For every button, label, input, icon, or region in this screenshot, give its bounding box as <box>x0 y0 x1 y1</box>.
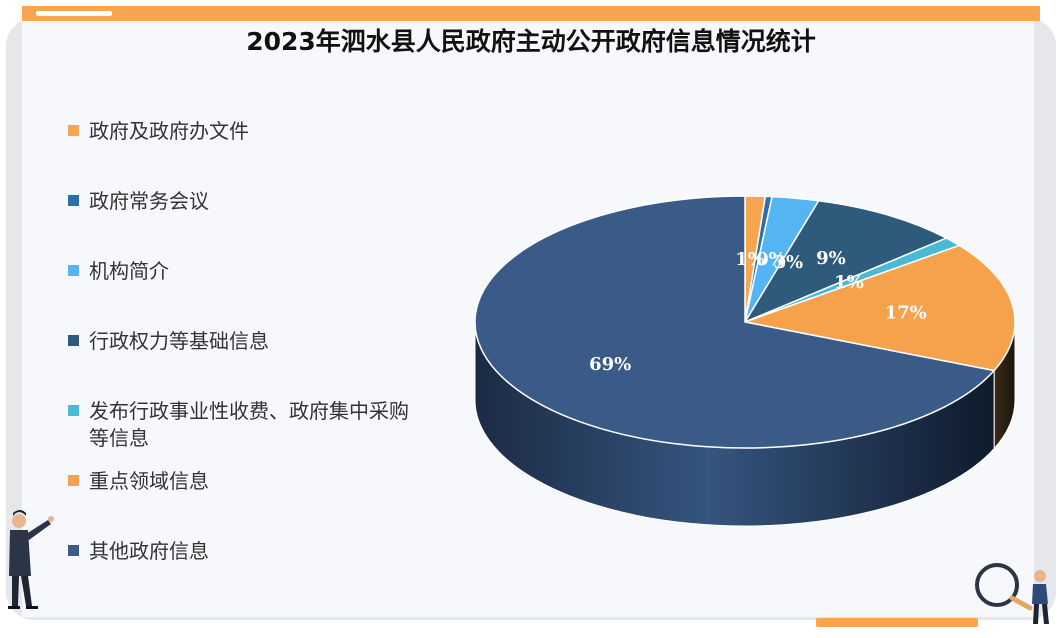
legend-item: 机构简介 <box>68 258 428 285</box>
legend-label: 其他政府信息 <box>89 539 209 563</box>
legend-item: 政府及政府办文件 <box>68 118 428 145</box>
person-pointing-illustration <box>8 510 54 609</box>
pie-slice <box>743 199 949 324</box>
legend-swatch <box>68 125 79 136</box>
legend-swatch <box>68 265 79 276</box>
legend-item: 行政权力等基础信息 <box>68 328 428 355</box>
legend-swatch <box>68 545 79 556</box>
bottom-accent-bar <box>816 618 978 627</box>
legend-label: 重点领域信息 <box>89 469 209 493</box>
pie-slices <box>474 195 1016 449</box>
legend-label: 发布行政事业性收费、政府集中采购等信息 <box>89 399 409 450</box>
chart-title: 2023年泗水县人民政府主动公开政府信息情况统计 <box>246 27 816 56</box>
legend-item: 发布行政事业性收费、政府集中采购等信息 <box>68 398 418 452</box>
legend-swatch <box>68 195 79 206</box>
top-accent-mark <box>36 11 112 16</box>
pie-data-label: 9% <box>816 248 846 269</box>
legend-label: 政府常务会议 <box>89 189 209 213</box>
magnifier-illustration <box>975 563 1049 624</box>
legend-item: 重点领域信息 <box>68 468 428 495</box>
legend-swatch <box>68 335 79 346</box>
pie-data-label: 69% <box>589 354 631 375</box>
pie-slice <box>742 244 1016 372</box>
legend-label: 行政权力等基础信息 <box>89 329 269 353</box>
pie-slice <box>474 195 996 449</box>
legend-label: 机构简介 <box>89 259 169 283</box>
legend-swatch <box>68 405 79 416</box>
pie-data-label: 1% <box>834 272 864 293</box>
pie-data-label: 0% <box>756 249 786 270</box>
pie-data-label: 3% <box>773 252 803 273</box>
legend-label: 政府及政府办文件 <box>89 119 249 143</box>
legend-swatch <box>68 475 79 486</box>
legend-item: 其他政府信息 <box>68 538 428 565</box>
top-accent-bar <box>22 6 1040 21</box>
pie-data-label: 17% <box>885 302 927 323</box>
pie-data-labels: 1%0%3% 9%1%17%69% <box>589 248 927 375</box>
pie-data-label: 1% <box>735 249 765 270</box>
legend-item: 政府常务会议 <box>68 188 428 215</box>
